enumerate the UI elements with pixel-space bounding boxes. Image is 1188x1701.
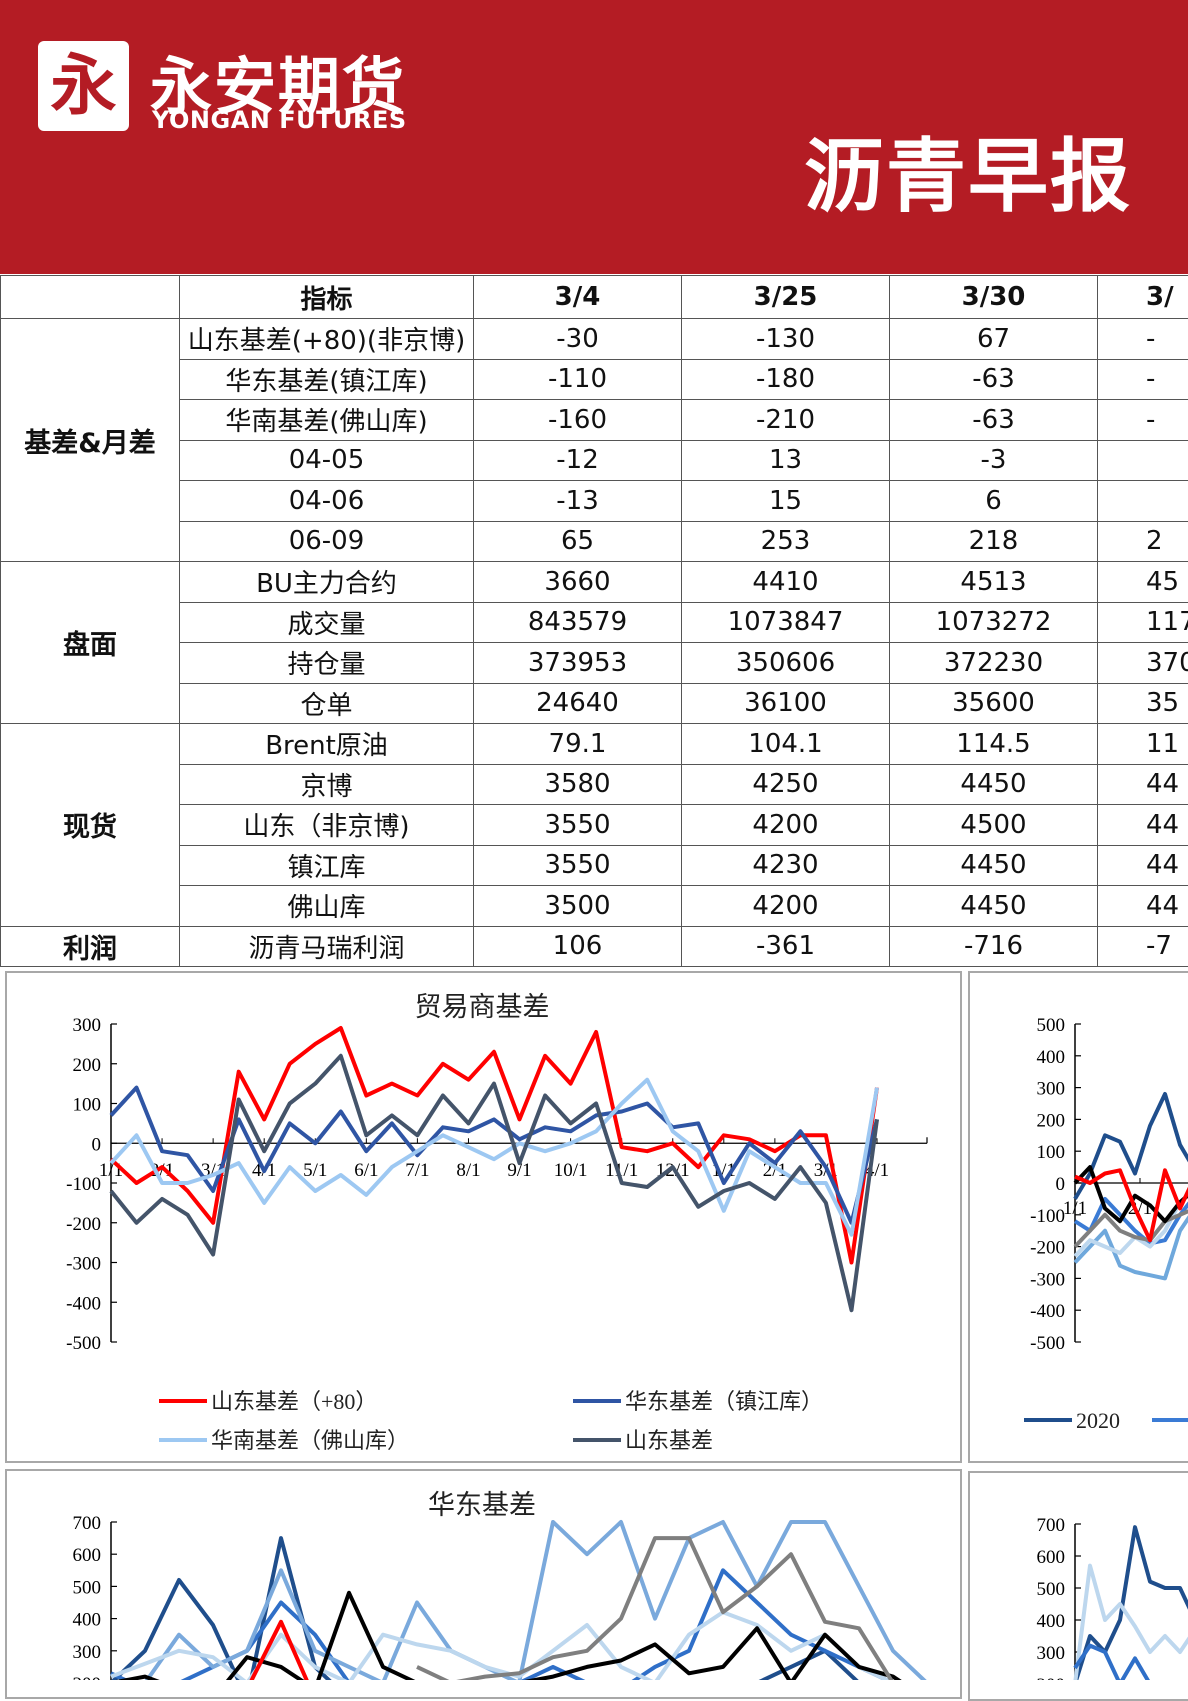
y-tick-label: 600 bbox=[1037, 1547, 1066, 1568]
series-line-1 bbox=[111, 1088, 877, 1223]
y-tick-label: -200 bbox=[66, 1214, 101, 1235]
y-tick-label: -100 bbox=[66, 1174, 101, 1195]
y-tick-label: -300 bbox=[66, 1254, 101, 1275]
x-tick-label: 10/1 bbox=[554, 1160, 588, 1181]
y-tick-label: 700 bbox=[73, 1513, 102, 1534]
y-tick-label: 600 bbox=[73, 1545, 102, 1566]
y-tick-label: 0 bbox=[1056, 1174, 1066, 1195]
x-tick-label: 6/1 bbox=[354, 1160, 378, 1181]
y-tick-label: 500 bbox=[1037, 1579, 1066, 1600]
y-tick-label: 300 bbox=[73, 1642, 102, 1663]
y-tick-label: -100 bbox=[1030, 1206, 1065, 1227]
series-line-3 bbox=[111, 1056, 877, 1310]
x-tick-label: 1/1 bbox=[99, 1160, 123, 1181]
legend-label: 山东基差（+80） bbox=[211, 1389, 377, 1414]
y-tick-label: 300 bbox=[73, 1015, 102, 1036]
y-tick-label: 200 bbox=[73, 1055, 102, 1076]
y-tick-label: 400 bbox=[1037, 1047, 1066, 1068]
x-tick-label: 5/1 bbox=[303, 1160, 327, 1181]
y-tick-label: -400 bbox=[66, 1293, 101, 1314]
x-tick-label: 1/1 bbox=[1063, 1198, 1087, 1219]
series-line-2 bbox=[1075, 1646, 1188, 1680]
y-tick-label: 300 bbox=[1037, 1643, 1066, 1664]
legend-label: 山东基差 bbox=[625, 1428, 713, 1453]
y-tick-label: 100 bbox=[1037, 1142, 1066, 1163]
legend-label: 华东基差（镇江库） bbox=[625, 1389, 823, 1414]
x-tick-label: 7/1 bbox=[405, 1160, 429, 1181]
series-line-0 bbox=[1075, 1527, 1188, 1680]
y-tick-label: 400 bbox=[1037, 1611, 1066, 1632]
y-tick-label: 100 bbox=[73, 1095, 102, 1116]
y-tick-label: 200 bbox=[1037, 1110, 1066, 1131]
y-tick-label: 200 bbox=[73, 1674, 102, 1680]
y-tick-label: 500 bbox=[1037, 1015, 1066, 1036]
y-tick-label: 300 bbox=[1037, 1079, 1066, 1100]
y-tick-label: -200 bbox=[1030, 1238, 1065, 1259]
chart-3: 700 600 500 400 300 200 bbox=[1037, 1515, 1188, 1680]
y-tick-label: 400 bbox=[73, 1610, 102, 1631]
y-tick-label: 500 bbox=[73, 1577, 102, 1598]
y-tick-label: -500 bbox=[66, 1333, 101, 1354]
chart-1: 500 400 300 200 100 0 -100 -200 -300 -400 -500 1/1 2… bbox=[1024, 1015, 1188, 1433]
y-tick-label: -300 bbox=[1030, 1269, 1065, 1290]
chart-title: 华东基差 bbox=[428, 1490, 536, 1520]
y-tick-label: 200 bbox=[1037, 1675, 1066, 1680]
series-line-2 bbox=[111, 1522, 927, 1680]
x-tick-label: 8/1 bbox=[456, 1160, 480, 1181]
legend-label: 华南基差（佛山库） bbox=[211, 1428, 409, 1453]
series-line-5 bbox=[417, 1538, 893, 1680]
legend-label: 2020 bbox=[1076, 1408, 1120, 1433]
y-tick-label: -400 bbox=[1030, 1301, 1065, 1322]
series-line-0 bbox=[111, 1028, 877, 1263]
y-tick-label: 0 bbox=[92, 1134, 102, 1155]
chart-title: 贸易商基差 bbox=[415, 992, 550, 1022]
y-tick-label: -500 bbox=[1030, 1333, 1065, 1354]
chart-2: 700 600 500 400 300 200 华东基差 bbox=[73, 1490, 928, 1680]
y-tick-label: 700 bbox=[1037, 1515, 1066, 1536]
